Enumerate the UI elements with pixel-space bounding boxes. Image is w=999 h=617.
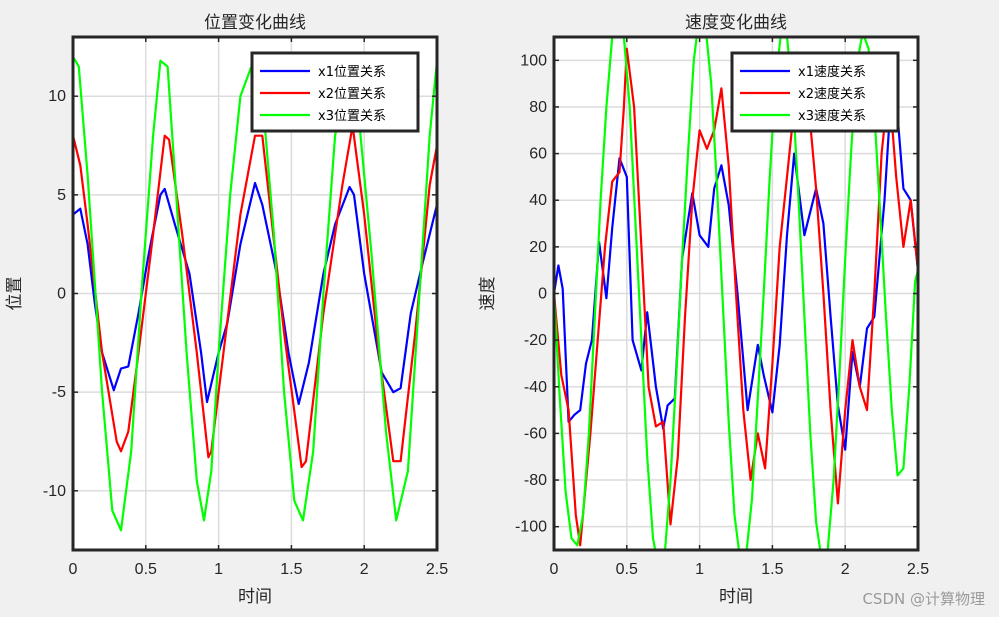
series-line-1 xyxy=(554,59,918,451)
x-tick-label: 2.5 xyxy=(907,561,929,578)
legend-label-3: x3位置关系 xyxy=(318,109,386,124)
x-tick-label: 0.5 xyxy=(616,561,638,578)
x-tick-label: 2 xyxy=(841,561,850,578)
x-tick-label: 2.5 xyxy=(426,561,448,578)
x-tick-label: 1.5 xyxy=(280,561,302,578)
y-tick-label: 0 xyxy=(538,286,547,303)
y-tick-label: 80 xyxy=(529,99,547,116)
y-tick-label: -100 xyxy=(515,519,547,536)
series-line-2 xyxy=(73,124,437,469)
y-tick-label: -10 xyxy=(43,483,66,500)
y-tick-label: 10 xyxy=(48,88,66,105)
watermark: CSDN @计算物理 xyxy=(862,590,985,608)
y-tick-label: 100 xyxy=(520,52,547,69)
y-tick-label: -60 xyxy=(524,425,547,442)
x-tick-label: 1 xyxy=(695,561,704,578)
x-tick-label: 0 xyxy=(550,561,559,578)
y-axis-label: 速度 xyxy=(478,277,498,311)
legend-label-1: x1位置关系 xyxy=(318,65,386,80)
y-tick-label: -80 xyxy=(524,472,547,489)
legend-label-2: x2位置关系 xyxy=(318,87,386,102)
y-tick-label: -20 xyxy=(524,332,547,349)
y-tick-label: 5 xyxy=(57,187,66,204)
series-line-3 xyxy=(73,55,437,532)
legend: x1速度关系 x2速度关系 x3速度关系 xyxy=(730,51,900,133)
y-tick-label: 40 xyxy=(529,192,547,209)
x-tick-label: 0 xyxy=(69,561,78,578)
legend-label-2: x2速度关系 xyxy=(798,86,866,102)
y-tick-label: 20 xyxy=(529,239,547,256)
legend: x1位置关系 x2位置关系 x3位置关系 xyxy=(250,51,420,133)
series-group xyxy=(73,55,437,532)
velocity-chart: 0 0.5 1 1.5 2 2.5 -100 -80 -60 -40 -20 0 20 40 60 80 100… xyxy=(478,13,929,607)
chart-title: 位置变化曲线 xyxy=(204,13,306,33)
x-tick-label: 1 xyxy=(214,561,223,578)
chart-title: 速度变化曲线 xyxy=(685,13,787,33)
y-tick-label: 60 xyxy=(529,146,547,163)
series-group xyxy=(554,37,918,550)
x-tick-label: 0.5 xyxy=(135,561,157,578)
series-line-2 xyxy=(554,47,918,547)
x-axis-label: 时间 xyxy=(238,587,272,607)
y-tick-label: -40 xyxy=(524,379,547,396)
series-line-1 xyxy=(73,181,437,406)
x-axis-label: 时间 xyxy=(719,587,753,607)
series-line-3 xyxy=(554,37,918,550)
legend-label-1: x1速度关系 xyxy=(798,64,866,80)
y-tick-label: 0 xyxy=(57,286,66,303)
x-tick-label: 2 xyxy=(360,561,369,578)
x-tick-label: 1.5 xyxy=(761,561,783,578)
y-axis-label: 位置 xyxy=(5,277,25,311)
legend-label-3: x3速度关系 xyxy=(798,108,866,124)
y-tick-label: -5 xyxy=(52,384,66,401)
